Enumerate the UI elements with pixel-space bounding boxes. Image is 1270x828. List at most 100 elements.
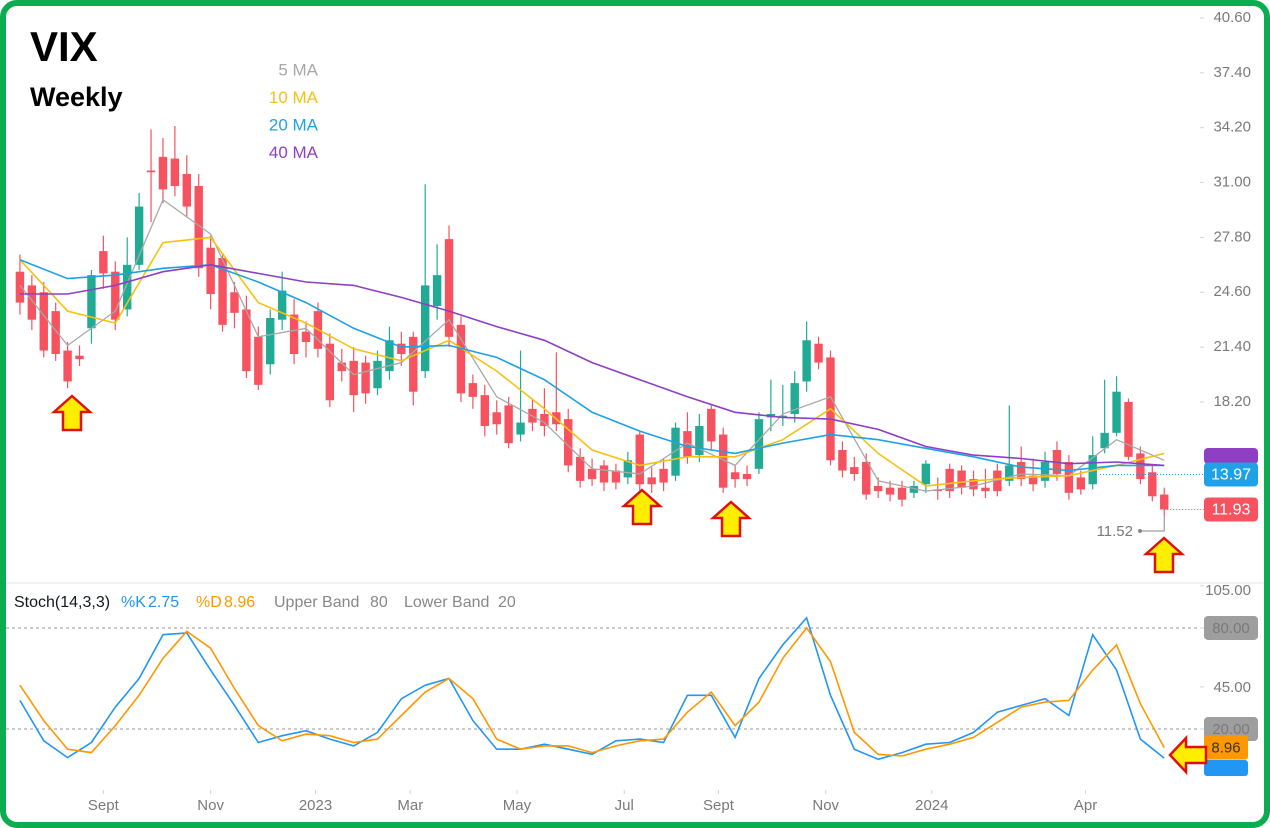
ma-line — [19, 263, 1165, 467]
candle-body — [170, 158, 180, 186]
candle-body — [385, 340, 394, 372]
candle-body — [969, 479, 978, 490]
y-tick-label: 105.00 — [1205, 582, 1251, 599]
candle-body — [802, 340, 811, 382]
candle-body — [134, 206, 144, 265]
candle-body — [1028, 475, 1038, 485]
candle-body — [337, 362, 346, 372]
low-label: 11.52 — [1097, 523, 1133, 540]
candle-body — [242, 309, 251, 372]
candle-body — [1064, 461, 1074, 493]
x-tick-label: 2024 — [915, 797, 948, 814]
stoch-line — [19, 626, 1165, 757]
candle-body — [659, 468, 668, 483]
candle-body — [897, 487, 907, 500]
candle-body — [480, 395, 489, 426]
candle-body — [1005, 465, 1014, 481]
candle-body — [468, 383, 478, 397]
ma-line — [19, 236, 1165, 487]
badge — [1204, 448, 1258, 464]
x-tick-label: Apr — [1074, 797, 1097, 814]
candle-body — [421, 285, 430, 372]
price-badge-label: 13.97 — [1211, 467, 1251, 484]
arrow — [709, 500, 753, 538]
candle-body — [790, 383, 799, 414]
legend-band-name: Upper Band — [274, 594, 359, 611]
chart-subtitle: Weekly — [30, 82, 123, 112]
candle-body — [230, 292, 239, 313]
low-marker — [1140, 516, 1165, 532]
candle-body — [981, 487, 990, 492]
arrow — [620, 488, 664, 526]
candle-body — [814, 343, 823, 363]
candle-body — [361, 362, 370, 394]
legend-value: 2.75 — [148, 594, 179, 611]
candle-body — [957, 470, 966, 488]
candle-body — [683, 431, 692, 457]
x-tick-label: Sept — [703, 797, 735, 814]
ma-line — [19, 198, 1165, 492]
candle-body — [742, 473, 752, 480]
candle-body — [1112, 391, 1121, 433]
candle-body — [909, 485, 919, 493]
candle-body — [1088, 455, 1097, 485]
candle-body — [111, 271, 120, 320]
candle-body — [504, 405, 513, 444]
legend-entry: 5 MA — [278, 60, 318, 79]
legend-band-value: 20 — [498, 594, 516, 611]
candle-body — [182, 173, 191, 207]
y-tick-label: 45.00 — [1213, 679, 1251, 696]
candle-body — [373, 360, 382, 389]
candle-body — [778, 415, 787, 418]
candle-body — [599, 465, 609, 483]
candle-body — [1040, 461, 1050, 481]
candle-body — [1124, 401, 1133, 457]
arrow — [50, 394, 94, 432]
candle-body — [611, 470, 621, 483]
candle-body — [325, 343, 335, 401]
candle-body — [289, 314, 299, 354]
candle-body — [123, 264, 132, 310]
y-tick-label: 24.60 — [1213, 283, 1251, 300]
candle-body — [695, 425, 704, 456]
price-badge — [1204, 462, 1258, 487]
candle-body — [63, 350, 72, 382]
candle-body — [1017, 461, 1026, 480]
candle-body — [1160, 494, 1169, 510]
candle-body — [862, 461, 871, 495]
y-tick-label: 18.20 — [1213, 393, 1251, 410]
stoch-line — [19, 616, 1165, 761]
candle-body — [993, 470, 1002, 492]
candle-body — [456, 324, 466, 394]
candle-body — [754, 419, 764, 469]
candle-body — [516, 422, 525, 435]
candle-body — [146, 170, 156, 173]
candle-body — [409, 336, 418, 392]
candle-body — [277, 290, 287, 320]
candle-body — [99, 251, 108, 274]
arrow — [1142, 536, 1186, 574]
candle-body — [432, 275, 442, 306]
candle-body — [194, 185, 203, 269]
candle-body — [945, 468, 954, 492]
candle-body — [349, 360, 358, 396]
legend-band-value: 80 — [370, 594, 388, 611]
candle-body — [206, 247, 215, 294]
y-tick-label: 37.40 — [1213, 64, 1251, 81]
candle-body — [492, 412, 501, 425]
x-tick-label: Sept — [88, 797, 120, 814]
candle-body — [1076, 477, 1085, 490]
indicator-title: Stoch(14,3,3) — [14, 594, 110, 611]
candle-body — [885, 487, 895, 495]
y-tick-label: 80.00 — [1212, 620, 1250, 637]
low-dot — [1138, 529, 1142, 533]
price-badge-label: 11.93 — [1212, 502, 1251, 519]
y-tick-label: 21.40 — [1213, 338, 1251, 355]
candle-body — [564, 419, 573, 466]
candle-body — [75, 355, 84, 360]
candle-body — [301, 331, 311, 342]
candle-body — [397, 343, 406, 354]
candle-body — [15, 271, 25, 303]
